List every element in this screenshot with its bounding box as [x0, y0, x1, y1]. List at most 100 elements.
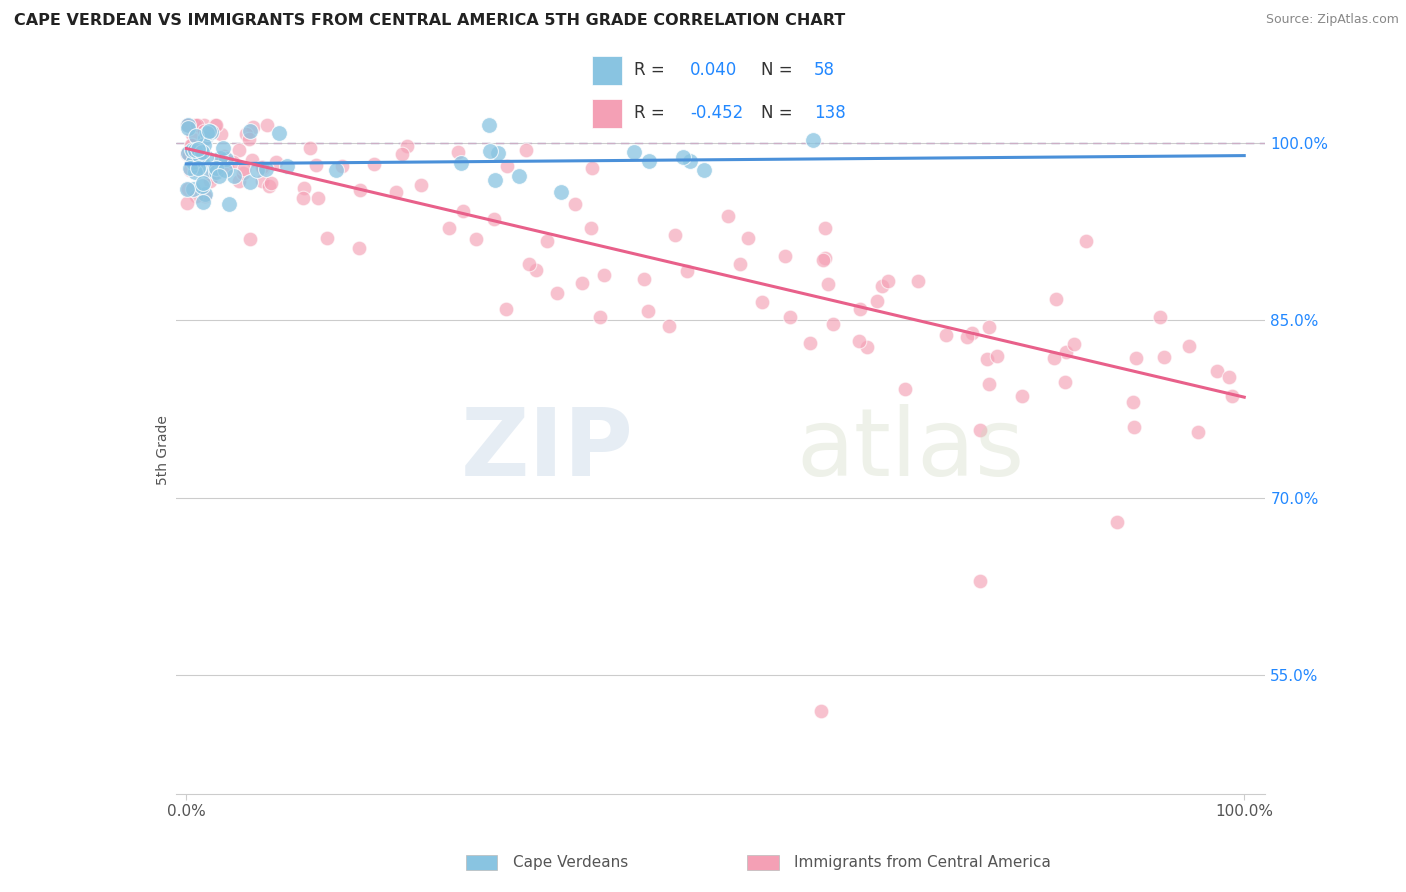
Point	[1074, 234, 1097, 248]
Point	[536, 234, 558, 248]
Point	[579, 221, 602, 235]
Point	[330, 159, 353, 173]
Point	[188, 159, 211, 173]
Point	[658, 318, 681, 333]
Point	[866, 293, 889, 308]
Point	[198, 124, 221, 138]
Point	[193, 124, 215, 138]
Bar	[747, 855, 779, 871]
Point	[907, 274, 929, 288]
Point	[1054, 375, 1077, 389]
Point	[1123, 420, 1146, 434]
Point	[215, 152, 238, 166]
Point	[349, 183, 371, 197]
Point	[299, 141, 322, 155]
Point	[187, 148, 209, 162]
Point	[180, 138, 202, 153]
Text: -0.452: -0.452	[690, 104, 742, 122]
Point	[877, 274, 900, 288]
Point	[239, 232, 262, 246]
Point	[228, 143, 250, 157]
Point	[728, 257, 751, 271]
Point	[193, 177, 215, 191]
Point	[176, 118, 198, 132]
Point	[870, 278, 893, 293]
Point	[384, 186, 406, 200]
Point	[215, 161, 238, 175]
Point	[1063, 337, 1085, 351]
Point	[675, 264, 697, 278]
Point	[363, 156, 385, 170]
Point	[198, 174, 221, 188]
Point	[240, 153, 263, 167]
Point	[814, 252, 837, 266]
Point	[211, 153, 233, 168]
Point	[672, 150, 695, 164]
Point	[979, 377, 1001, 392]
Point	[292, 181, 315, 195]
Text: N =: N =	[761, 104, 797, 122]
Point	[239, 175, 262, 189]
Point	[190, 149, 212, 163]
Point	[186, 129, 208, 144]
Point	[1122, 395, 1144, 409]
Point	[201, 169, 224, 183]
Point	[496, 159, 519, 173]
Point	[478, 118, 501, 132]
Text: atlas: atlas	[797, 404, 1025, 497]
Text: CAPE VERDEAN VS IMMIGRANTS FROM CENTRAL AMERICA 5TH GRADE CORRELATION CHART: CAPE VERDEAN VS IMMIGRANTS FROM CENTRAL …	[14, 13, 845, 29]
Point	[486, 146, 509, 161]
Point	[177, 120, 200, 135]
Point	[664, 227, 686, 242]
Point	[205, 118, 228, 132]
Text: Cape Verdeans: Cape Verdeans	[513, 855, 628, 870]
Point	[524, 262, 547, 277]
Point	[817, 277, 839, 292]
Text: R =: R =	[634, 104, 669, 122]
Point	[960, 326, 983, 340]
Point	[935, 328, 957, 343]
Point	[893, 383, 915, 397]
Point	[180, 145, 202, 159]
Text: ZIP: ZIP	[461, 404, 633, 497]
Point	[969, 574, 991, 588]
Point	[264, 155, 287, 169]
Point	[209, 127, 232, 141]
Point	[254, 162, 277, 177]
Point	[177, 181, 200, 195]
Point	[193, 118, 215, 132]
Point	[450, 156, 472, 170]
Point	[242, 120, 264, 135]
Text: R =: R =	[634, 62, 669, 79]
Point	[396, 139, 419, 153]
Point	[186, 118, 208, 132]
Point	[184, 118, 207, 132]
Point	[550, 185, 572, 199]
Point	[1011, 389, 1033, 403]
Point	[260, 176, 283, 190]
Point	[823, 317, 845, 331]
Point	[799, 336, 821, 351]
Text: 58: 58	[814, 62, 835, 79]
Point	[1187, 425, 1209, 439]
Point	[1107, 515, 1129, 529]
Point	[751, 294, 773, 309]
Point	[519, 257, 541, 271]
Point	[205, 164, 228, 178]
Point	[190, 154, 212, 169]
Point	[779, 310, 801, 325]
Point	[976, 352, 998, 367]
Point	[209, 151, 232, 165]
Point	[194, 187, 217, 202]
Point	[1043, 351, 1066, 365]
Point	[195, 163, 218, 178]
Point	[977, 319, 1000, 334]
Point	[495, 301, 517, 316]
Point	[451, 203, 474, 218]
Text: Immigrants from Central America: Immigrants from Central America	[794, 855, 1052, 870]
Point	[546, 285, 568, 300]
Point	[564, 197, 586, 211]
Text: N =: N =	[761, 62, 797, 79]
Point	[200, 125, 222, 139]
Point	[1153, 351, 1175, 365]
